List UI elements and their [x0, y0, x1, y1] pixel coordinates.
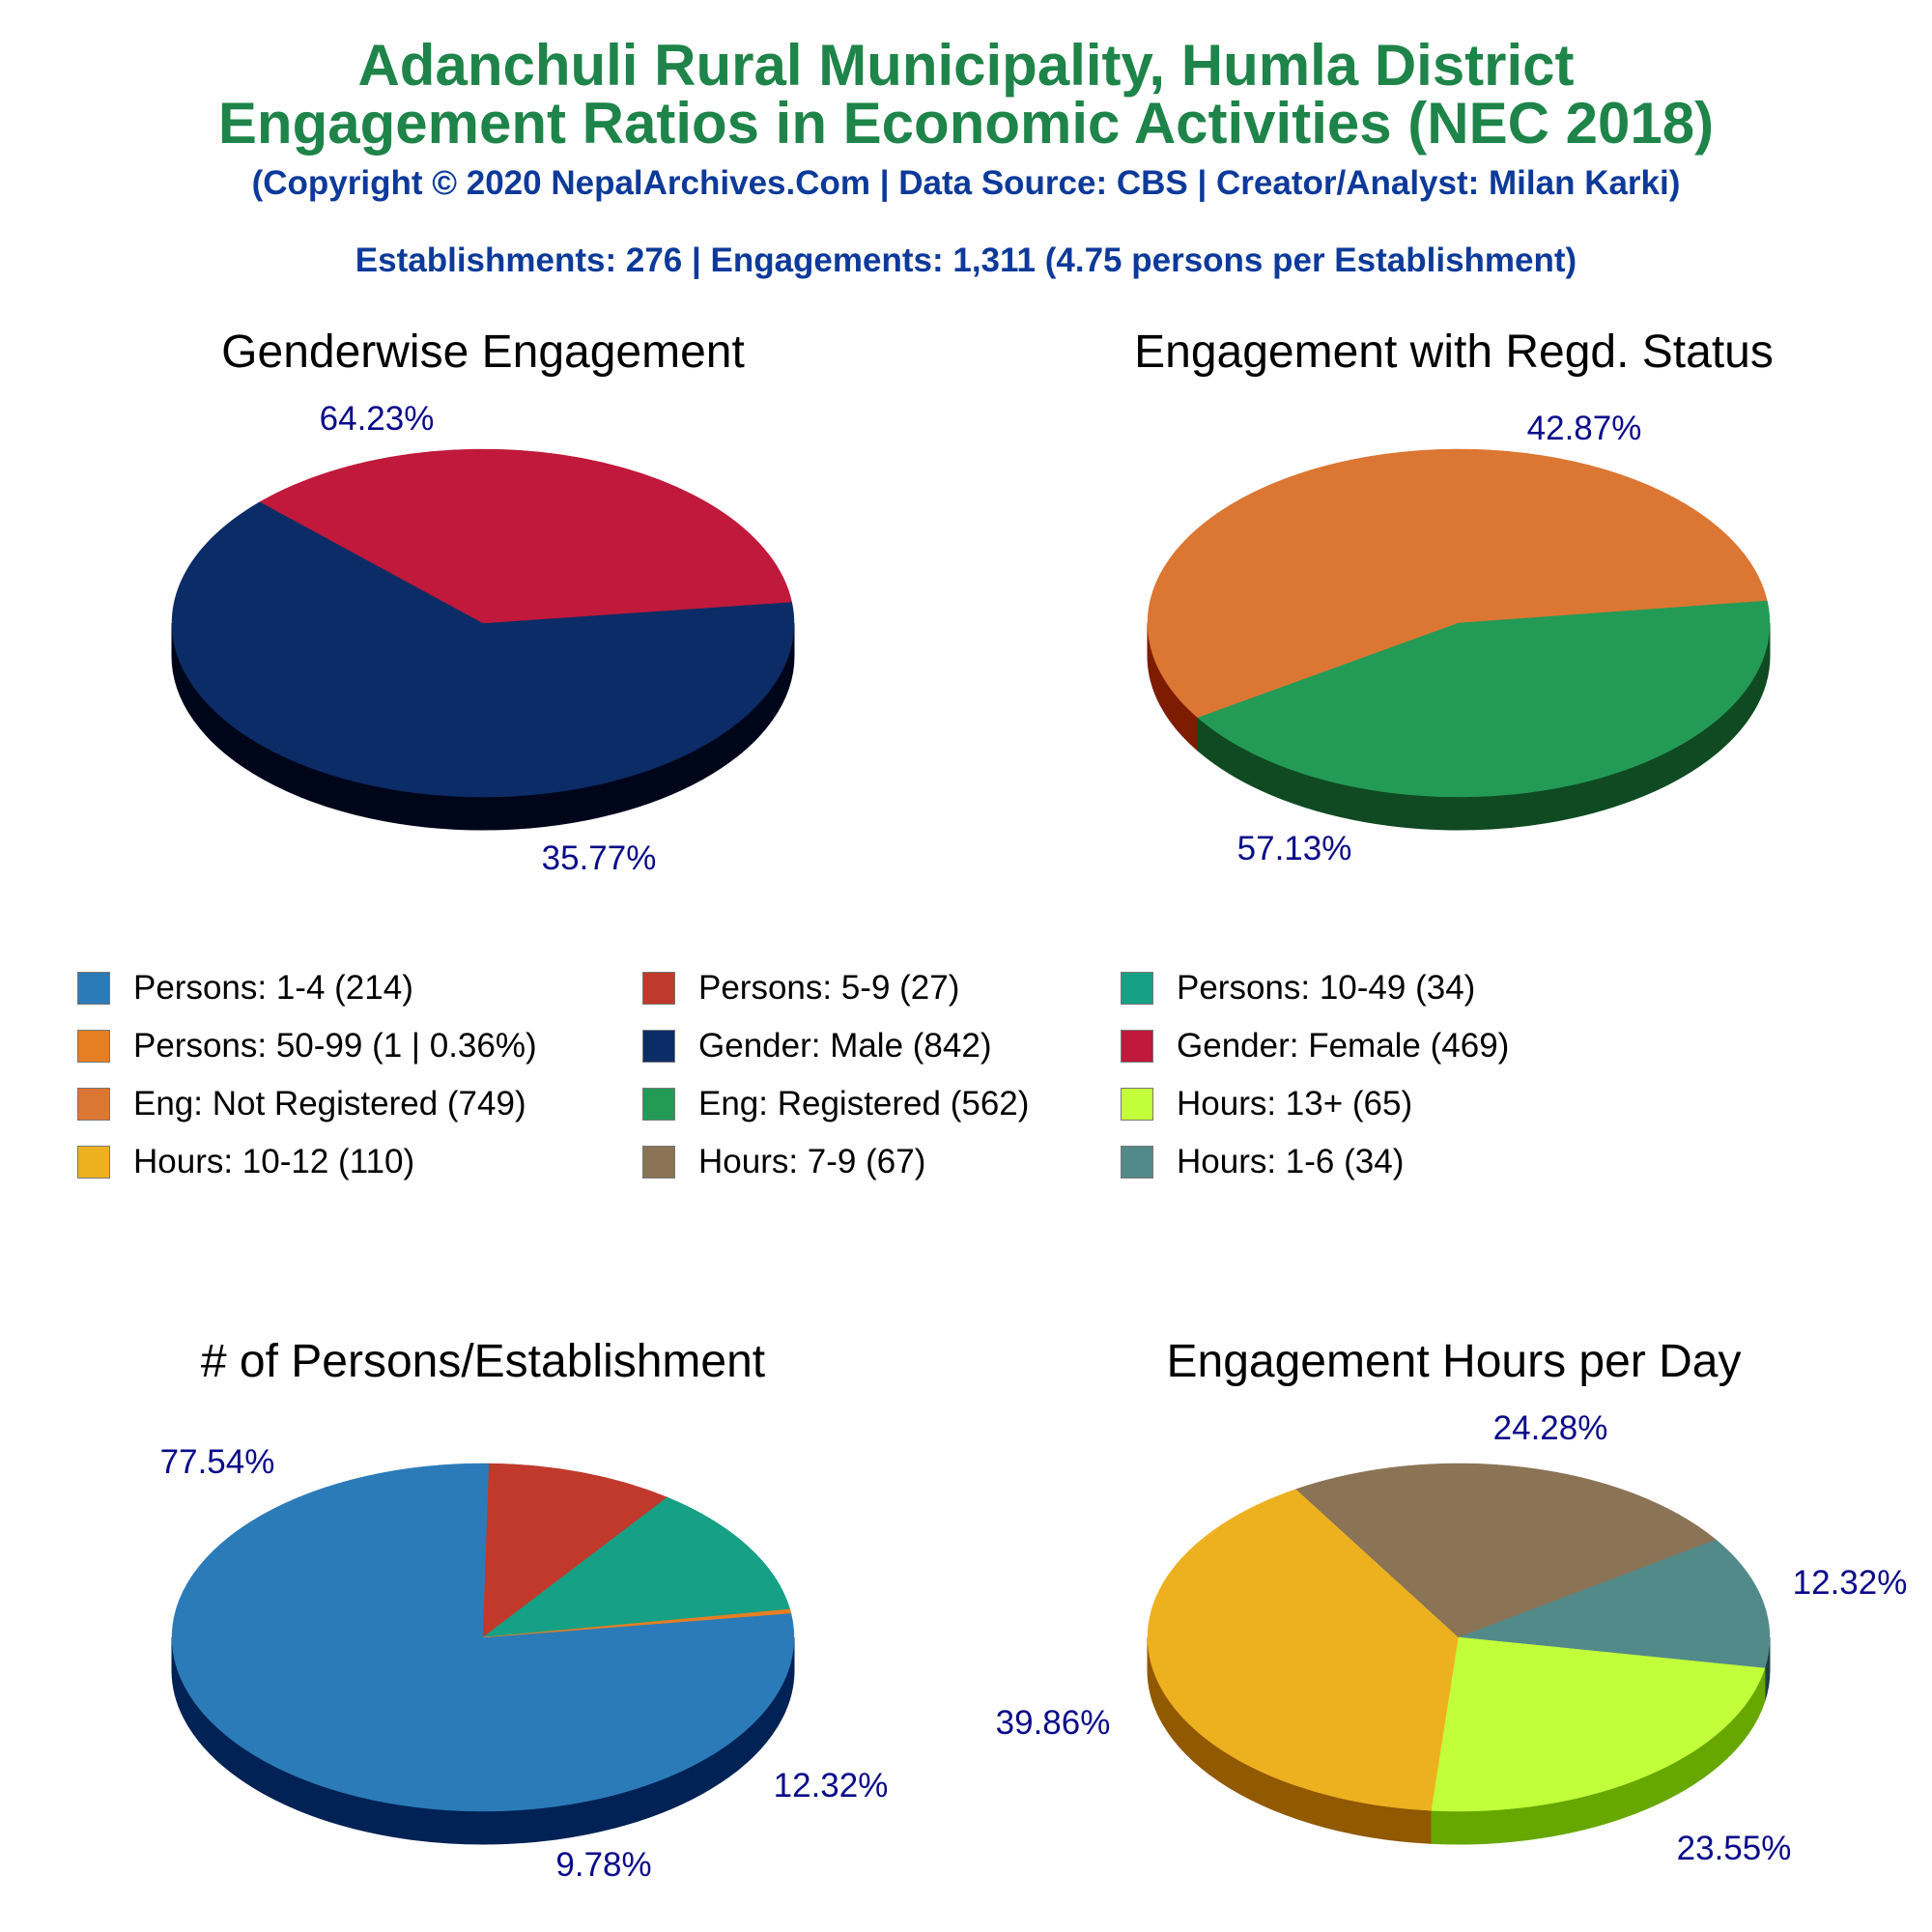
legend-label: Persons: 50-99 (1 | 0.36%): [133, 1027, 537, 1065]
legend-swatch: [77, 1146, 110, 1179]
percent-label-hours-7-9: 24.28%: [1493, 1409, 1608, 1447]
legend-item-hours-10-12-110: Hours: 10-12 (110): [77, 1143, 414, 1181]
pie-chart-of-persons-establishment: # of Persons/Establishment 77.54% 9.78% 12.…: [160, 1336, 889, 1884]
pie-slice-hours-7-9: [1295, 1463, 1718, 1638]
pie-title: # of Persons/Establishment: [201, 1336, 765, 1387]
legend-label: Eng: Registered (562): [698, 1085, 1030, 1122]
pie-slice-gender-female: [259, 448, 792, 624]
legend-swatch: [77, 972, 110, 1005]
legend-label: Hours: 10-12 (110): [133, 1143, 415, 1180]
legend-item-hours-13-65: Hours: 13+ (65): [1121, 1085, 1412, 1123]
legend-label: Hours: 7-9 (67): [698, 1143, 926, 1180]
pie-chart-genderwise-engagement: Genderwise Engagement 64.23% 35.77%: [171, 327, 795, 877]
chart-title-line2: Engagement Ratios in Economic Activities…: [217, 91, 1715, 156]
percent-label-eng-not-registered: 57.13%: [1237, 830, 1352, 867]
legend-label: Persons: 5-9 (27): [698, 969, 960, 1007]
summary-line: Establishments: 276 | Engagements: 1,311…: [355, 242, 1577, 279]
legend-item-eng-not-registered-749: Eng: Not Registered (749): [77, 1085, 526, 1123]
legend-item-gender-male-842: Gender: Male (842): [642, 1027, 991, 1065]
legend-item-persons-50-99-1-0-36: Persons: 50-99 (1 | 0.36%): [77, 1027, 537, 1065]
percent-label-gender-male: 64.23%: [320, 400, 435, 438]
legend-item-persons-10-49-34: Persons: 10-49 (34): [1121, 969, 1475, 1008]
percent-label-hours-1-6: 12.32%: [1793, 1564, 1908, 1602]
legend-swatch: [77, 1088, 110, 1121]
legend-label: Hours: 13+ (65): [1177, 1085, 1413, 1122]
legend-item-persons-1-4-214: Persons: 1-4 (214): [77, 969, 413, 1008]
pie-chart-engagement-with-regd-status: Engagement with Regd. Status 57.13% 42.87%: [1134, 327, 1774, 867]
pie-slice-persons-50-99: [482, 1608, 792, 1638]
pie-chart-engagement-hours-per-day: Engagement Hours per Day 39.86% 24.28% 12.3…: [996, 1336, 1908, 1867]
percent-label-persons-5-9: 9.78%: [555, 1846, 651, 1884]
pie-slice-gender-male: [171, 501, 795, 798]
legend-swatch: [642, 972, 675, 1005]
pie-title: Engagement Hours per Day: [1167, 1336, 1742, 1387]
pie-slice-eng-registered: [1197, 600, 1771, 798]
legend-swatch: [1121, 1030, 1153, 1063]
pie-title: Engagement with Regd. Status: [1134, 327, 1774, 378]
legend-swatch: [1121, 1146, 1153, 1179]
legend-label: Hours: 1-6 (34): [1177, 1143, 1405, 1180]
pie-slice-persons-5-9: [482, 1463, 668, 1638]
legend-label: Eng: Not Registered (749): [133, 1085, 526, 1122]
legend-swatch: [642, 1030, 675, 1063]
legend-item-eng-registered-562: Eng: Registered (562): [642, 1085, 1029, 1123]
pie-slice-persons-10-49: [482, 1496, 791, 1638]
pie-slice-hours-10-12: [1147, 1489, 1460, 1811]
pie-slice-hours-13: [1431, 1636, 1766, 1812]
chart-title-line1: Adanchuli Rural Municipality, Humla Dist…: [357, 33, 1575, 98]
legend-item-gender-female-469: Gender: Female (469): [1121, 1027, 1509, 1065]
percent-label-eng-registered: 42.87%: [1527, 410, 1642, 447]
pie-title: Genderwise Engagement: [221, 327, 745, 378]
legend-swatch: [1121, 972, 1153, 1005]
legend-label: Gender: Female (469): [1177, 1027, 1510, 1065]
percent-label-persons-1-4: 77.54%: [160, 1443, 275, 1481]
legend-item-hours-1-6-34: Hours: 1-6 (34): [1121, 1143, 1404, 1181]
legend-label: Gender: Male (842): [698, 1027, 992, 1065]
percent-label-hours-10-12: 39.86%: [996, 1704, 1111, 1742]
copyright-line: (Copyright © 2020 NepalArchives.Com | Da…: [251, 164, 1681, 202]
legend-swatch: [642, 1146, 675, 1179]
percent-label-gender-female: 35.77%: [542, 839, 657, 877]
percent-label-persons-10-49: 12.32%: [774, 1767, 889, 1804]
legend-swatch: [77, 1030, 110, 1063]
legend-swatch: [1121, 1088, 1153, 1121]
pie-slice-hours-1-6: [1458, 1539, 1771, 1669]
legend-label: Persons: 10-49 (34): [1177, 969, 1476, 1007]
legend-swatch: [642, 1088, 675, 1121]
pie-slice-eng-not-registered: [1147, 448, 1768, 719]
legend-item-persons-5-9-27: Persons: 5-9 (27): [642, 969, 959, 1008]
percent-label-hours-13: 23.55%: [1677, 1830, 1792, 1867]
legend-label: Persons: 1-4 (214): [133, 969, 413, 1007]
legend-item-hours-7-9-67: Hours: 7-9 (67): [642, 1143, 925, 1181]
